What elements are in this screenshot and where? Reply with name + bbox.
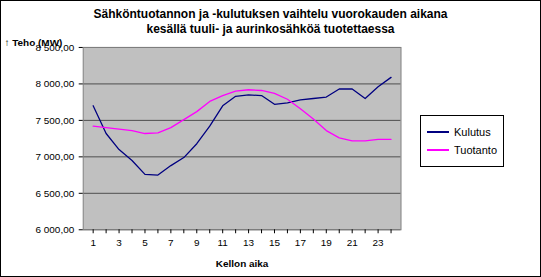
svg-text:15: 15 <box>269 237 281 248</box>
svg-text:3: 3 <box>116 237 122 248</box>
svg-text:5: 5 <box>142 237 148 248</box>
svg-text:7 000,00: 7 000,00 <box>35 151 74 162</box>
svg-text:7: 7 <box>168 237 174 248</box>
svg-text:Kellon aika: Kellon aika <box>216 258 269 269</box>
svg-text:13: 13 <box>243 237 255 248</box>
svg-text:23: 23 <box>373 237 385 248</box>
svg-text:11: 11 <box>218 237 229 248</box>
svg-text:1: 1 <box>90 237 96 248</box>
html-text:Sähköntuotannon ja -kulutuksen: Sähköntuotannon ja -kulutuksen vaihtelu … <box>93 7 448 36</box>
svg-text:9: 9 <box>194 237 200 248</box>
svg-text:19: 19 <box>321 237 333 248</box>
svg-text:8 000,00: 8 000,00 <box>35 78 74 89</box>
svg-text:↑ Teho (MW): ↑ Teho (MW) <box>4 37 62 48</box>
html-text:Tuotanto: Tuotanto <box>454 143 497 156</box>
svg-text:6 000,00: 6 000,00 <box>35 224 74 235</box>
svg-text:21: 21 <box>347 237 359 248</box>
svg-text:17: 17 <box>295 237 307 248</box>
svg-text:7 500,00: 7 500,00 <box>35 115 74 126</box>
svg-text:6 500,00: 6 500,00 <box>35 187 74 198</box>
html-text:Kulutus: Kulutus <box>454 125 491 138</box>
